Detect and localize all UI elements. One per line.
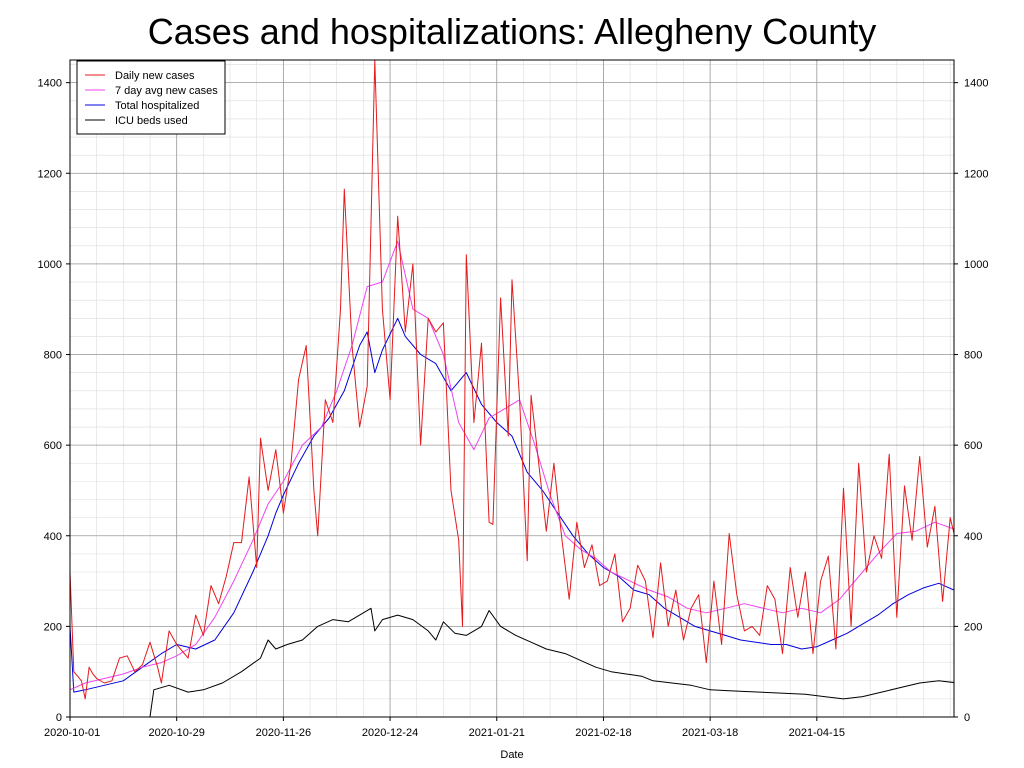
y-tick-label: 200 [44,621,62,633]
y-tick-label: 1000 [38,259,62,271]
legend-label: ICU beds used [115,115,188,127]
y-axis-left: 0 200 400 600 800 1000 1200 1400 [38,78,70,724]
y-tick-label-right: 0 [964,712,970,724]
x-axis: 2020-10-01 2020-10-29 2020-11-26 2020-12-24… [44,717,845,739]
series-line-2 [70,240,954,691]
legend: Daily new cases 7 day avg new cases Total … [76,60,226,135]
y-tick-label: 800 [44,350,62,362]
x-tick-label: 2020-11-26 [256,727,311,739]
y-tick-label: 600 [44,440,62,452]
x-tick-label: 2020-12-24 [362,727,418,739]
plot-frame [69,59,955,718]
y-tick-label-right: 1200 [964,168,988,180]
legend-box [76,60,226,135]
series-line-4 [70,607,954,717]
y-tick-label: 1400 [38,78,62,90]
x-tick-label: 2021-02-18 [575,727,631,739]
x-axis-label: Date [500,749,523,761]
x-tick-label: 2021-04-15 [789,727,845,739]
series-lines [70,60,954,717]
x-tick-label: 2021-01-21 [469,727,525,739]
y-tick-label-right: 1400 [964,78,988,90]
y-tick-label: 400 [44,531,62,543]
x-tick-label: 2020-10-01 [44,727,100,739]
x-tick-label: 2021-03-18 [682,727,738,739]
plot-background [70,60,954,717]
y-tick-label-right: 400 [964,531,982,543]
y-tick-label-right: 600 [964,440,982,452]
legend-label: 7 day avg new cases [115,85,218,97]
plot-area [69,59,955,718]
y-tick-label-right: 800 [964,350,982,362]
series-line-3 [70,317,954,693]
y-tick-label-right: 200 [964,621,982,633]
series-line-1 [70,60,954,700]
legend-label: Daily new cases [115,70,195,82]
chart-title: Cases and hospitalizations: Allegheny Co… [148,11,876,52]
y-axis-right: 0 200 400 600 800 1000 1200 1400 [954,78,988,724]
legend-label: Total hospitalized [115,100,199,112]
y-tick-label: 0 [56,712,62,724]
x-tick-label: 2020-10-29 [149,727,205,739]
y-tick-label: 1200 [38,168,62,180]
y-tick-label-right: 1000 [964,259,988,271]
